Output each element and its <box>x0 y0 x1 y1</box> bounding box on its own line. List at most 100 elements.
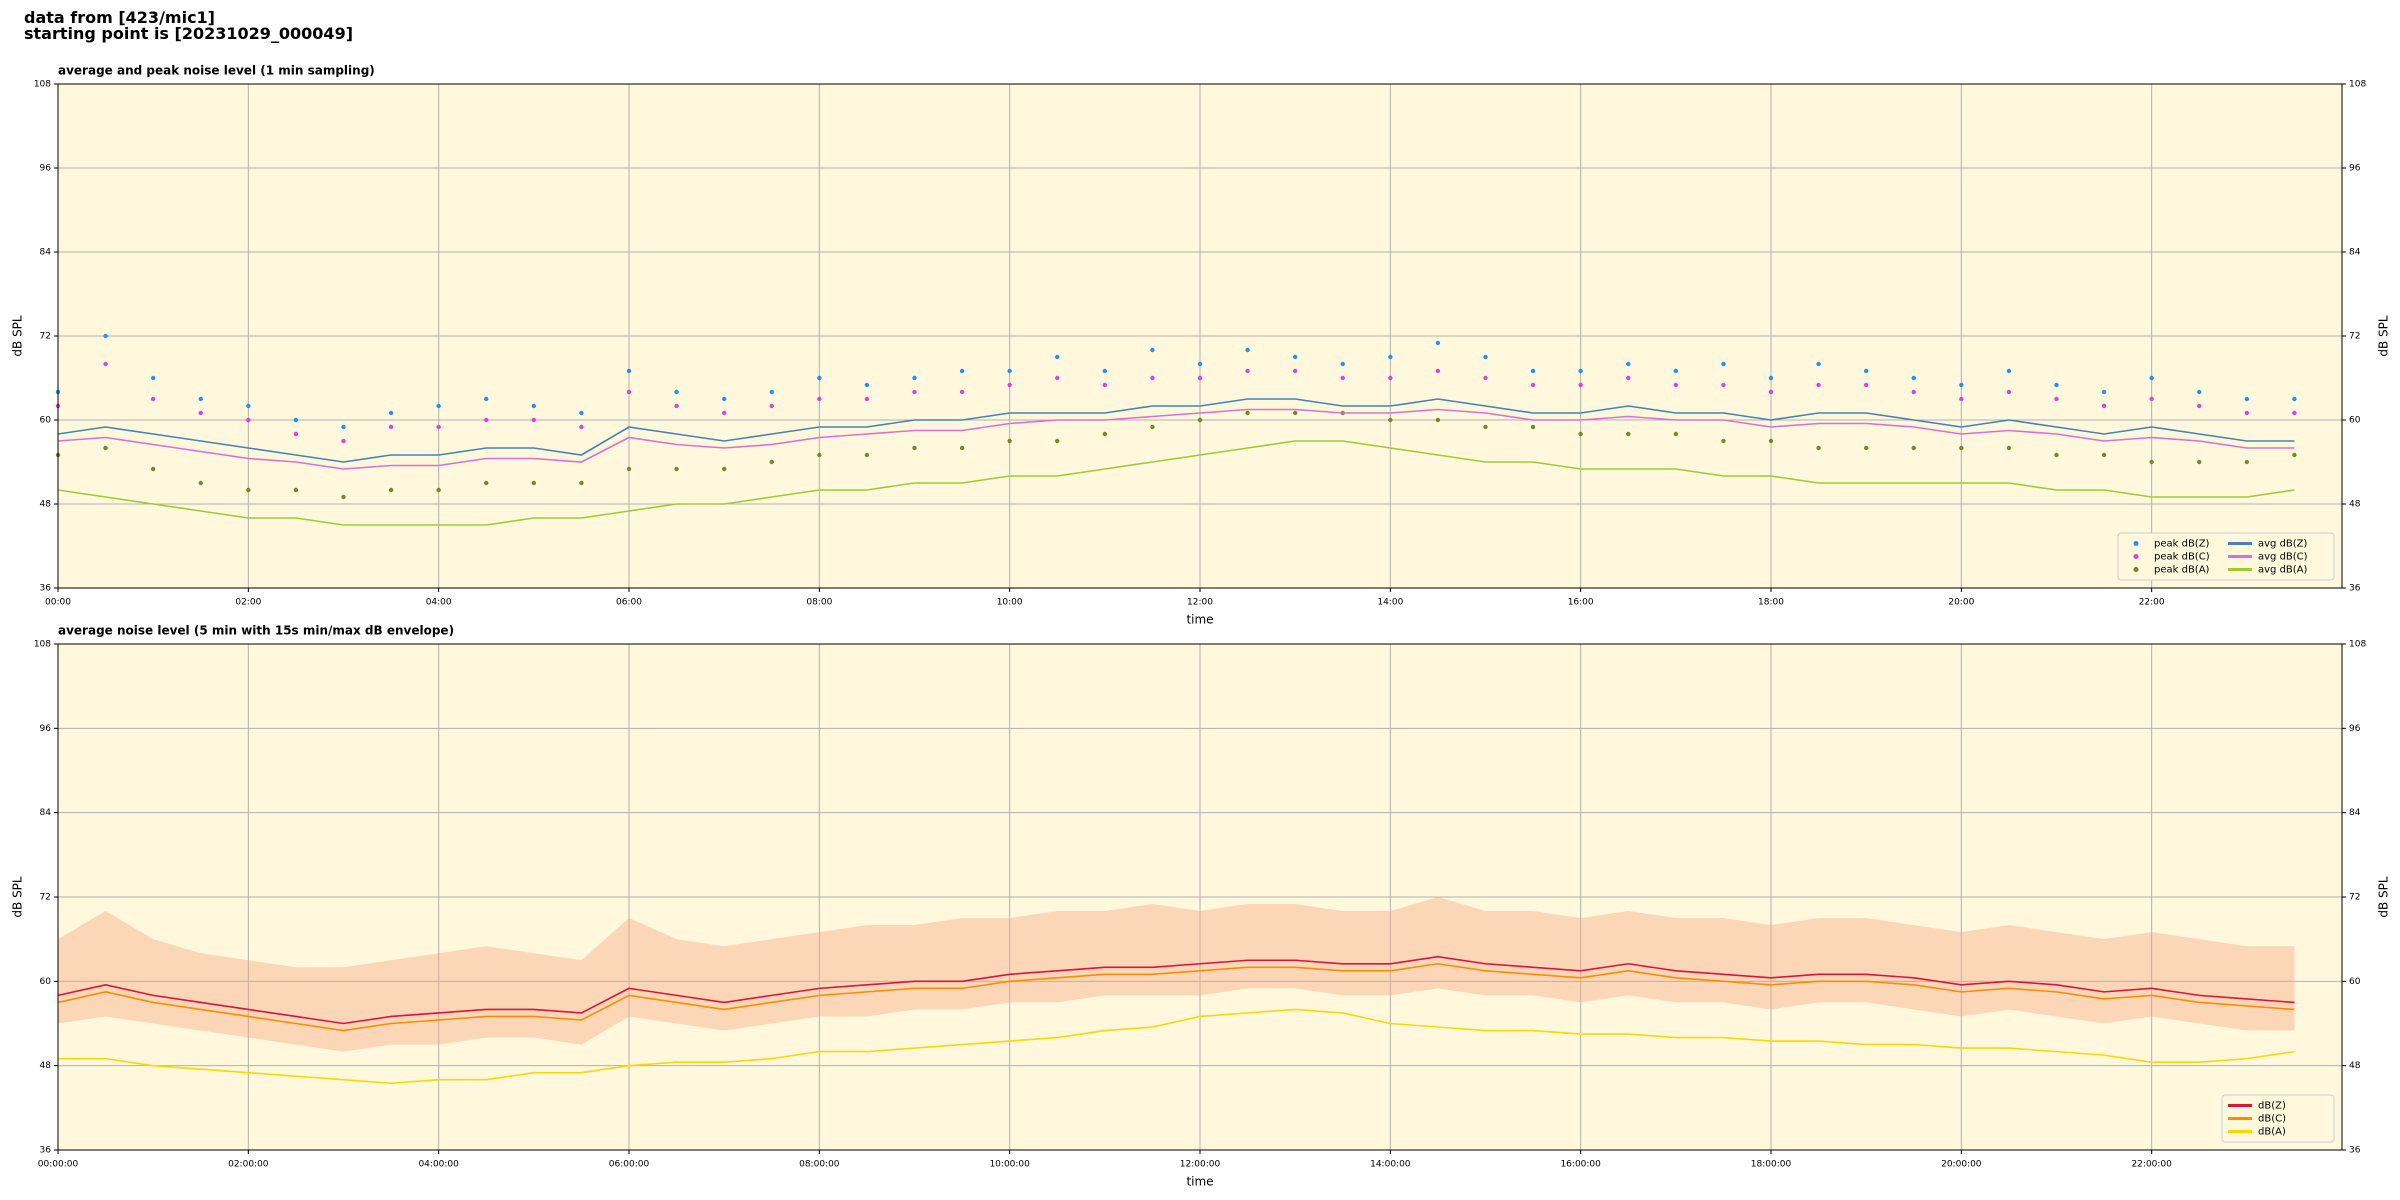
y-axis-label: dB SPL <box>2377 315 2391 357</box>
plot-frame <box>57 643 2343 1151</box>
peak-point <box>1959 396 1964 402</box>
y-axis-label: dB SPL <box>2377 876 2391 918</box>
peak-point <box>1578 368 1583 374</box>
peak-point <box>1435 368 1441 374</box>
y-tick-label: 84 <box>2349 248 2361 258</box>
x-tick-label: 20:00:00 <box>1941 1160 1982 1170</box>
series-line <box>58 1008 2295 1085</box>
x-tick-label: 18:00 <box>1758 598 1784 608</box>
peak-point <box>1959 445 1964 451</box>
peak-point <box>1007 438 1012 444</box>
peak-point <box>198 396 203 402</box>
peak-point <box>1768 438 1774 444</box>
peak-point <box>1435 417 1441 423</box>
legend-label: peak dB(C) <box>2154 552 2210 563</box>
y-tick-label: 36 <box>40 584 52 594</box>
peak-point <box>1626 431 1631 437</box>
x-tick-label: 02:00 <box>235 598 261 608</box>
peak-point <box>2149 375 2154 381</box>
subplot: average noise level (5 min with 15s min/… <box>11 624 2391 1189</box>
peak-point <box>341 424 346 430</box>
peak-point <box>2292 396 2297 402</box>
peak-point <box>1292 368 1298 374</box>
peak-point <box>959 445 965 451</box>
peak-point <box>2101 452 2107 458</box>
peak-point <box>912 389 917 395</box>
peak-point <box>1102 382 1108 388</box>
peak-point <box>674 389 679 395</box>
y-tick-label: 48 <box>40 500 52 510</box>
y-tick-label: 36 <box>40 1146 52 1156</box>
legend: dB(Z) dB(C) dB(A) <box>2221 1094 2335 1143</box>
peak-point <box>817 396 822 402</box>
x-tick-label: 14:00:00 <box>1370 1160 1411 1170</box>
peak-point <box>769 389 774 395</box>
peak-point <box>912 375 917 381</box>
peak-point <box>579 424 584 430</box>
y-tick-label: 48 <box>2349 500 2361 510</box>
y-tick-label: 36 <box>2349 1146 2361 1156</box>
series-line <box>57 408 2295 470</box>
peak-point <box>2244 459 2250 465</box>
y-tick-label: 108 <box>34 640 51 650</box>
peak-point <box>1150 347 1155 353</box>
peak-point <box>293 487 299 493</box>
peak-point <box>103 361 108 367</box>
peak-point <box>1863 368 1869 374</box>
peak-point <box>1245 368 1250 374</box>
peak-point <box>2197 459 2202 465</box>
y-tick-label: 84 <box>2349 808 2361 818</box>
peak-point <box>2292 410 2297 416</box>
peak-point <box>959 389 965 395</box>
series-line <box>57 962 2295 1032</box>
x-tick-label: 22:00 <box>2139 598 2165 608</box>
peak-point <box>1673 431 1679 437</box>
peak-point <box>1435 340 1441 346</box>
peak-point <box>959 368 965 374</box>
legend-box <box>2117 532 2335 581</box>
peak-point <box>1483 354 1488 360</box>
y-tick-label: 60 <box>2349 977 2361 987</box>
peak-point <box>1055 354 1060 360</box>
peak-point <box>721 396 727 402</box>
x-tick-label: 02:00:00 <box>228 1160 269 1170</box>
x-tick-label: 06:00 <box>616 598 642 608</box>
x-tick-label: 18:00:00 <box>1751 1160 1792 1170</box>
peak-point <box>388 410 394 416</box>
x-axis-label: time <box>1186 1175 1213 1189</box>
peak-point <box>1292 354 1298 360</box>
peak-point <box>246 403 251 409</box>
peak-point <box>436 487 441 493</box>
subplot-title: average and peak noise level (1 min samp… <box>58 64 375 78</box>
peak-point <box>1863 382 1869 388</box>
peak-point <box>484 396 489 402</box>
peak-point <box>2006 445 2012 451</box>
y-tick-label: 72 <box>2349 893 2360 903</box>
y-tick-label: 72 <box>40 332 51 342</box>
peak-point <box>674 466 679 472</box>
legend-label: peak dB(Z) <box>2154 539 2210 550</box>
legend: peak dB(Z) peak dB(C) peak dB(A) avg dB(Z) a… <box>2117 532 2335 581</box>
peak-point <box>1340 375 1345 381</box>
peak-point <box>1150 424 1155 430</box>
peak-point <box>1626 375 1631 381</box>
peak-point <box>1768 375 1774 381</box>
peak-point <box>1911 445 1916 451</box>
legend-label: dB(A) <box>2258 1127 2286 1138</box>
x-tick-label: 00:00:00 <box>38 1160 79 1170</box>
peak-point <box>2054 396 2059 402</box>
peak-point <box>1626 361 1631 367</box>
y-tick-label: 60 <box>40 416 52 426</box>
peak-point <box>769 403 774 409</box>
peak-point <box>1388 417 1393 423</box>
legend-label: avg dB(A) <box>2258 565 2308 576</box>
peak-point <box>1530 424 1536 430</box>
legend-marker <box>2133 541 2139 546</box>
peak-point <box>293 431 299 437</box>
peak-point <box>1768 389 1774 395</box>
y-tick-label: 84 <box>40 808 52 818</box>
x-tick-label: 16:00:00 <box>1560 1160 1601 1170</box>
peak-point <box>2054 382 2059 388</box>
x-tick-label: 08:00:00 <box>799 1160 840 1170</box>
